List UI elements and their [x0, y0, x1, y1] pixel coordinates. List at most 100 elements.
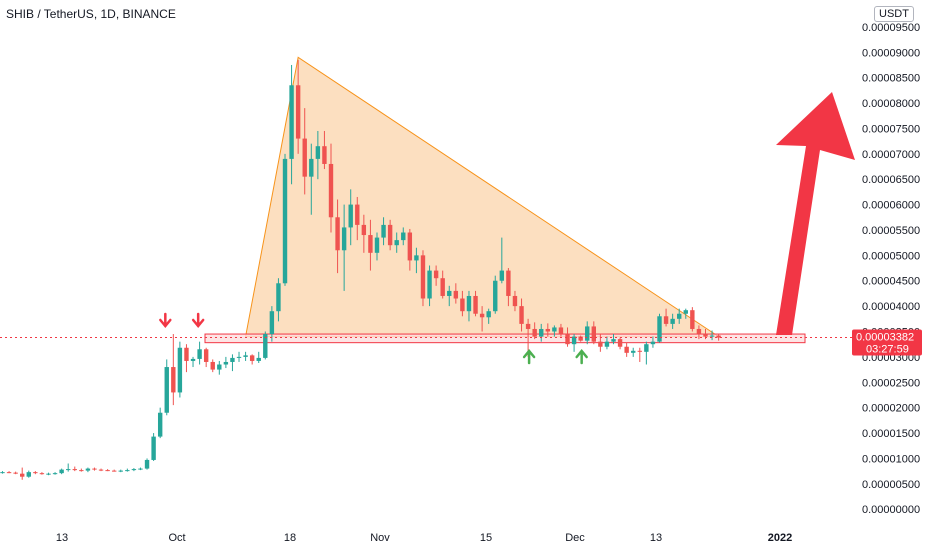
candle-body	[545, 328, 551, 332]
y-tick-label: 0.00006000	[862, 200, 920, 212]
candle-body	[210, 361, 215, 370]
candle-body	[657, 316, 662, 342]
y-tick-label: 0.00009000	[862, 47, 920, 59]
candle-body	[230, 357, 235, 362]
candle-body	[92, 468, 97, 470]
x-tick-label: Oct	[168, 532, 185, 544]
y-tick-label: 0.00000000	[862, 504, 920, 516]
price-label: 0.00003382 03:27:59	[0, 329, 922, 356]
candle-body	[591, 326, 596, 342]
candle-body	[66, 469, 71, 471]
candle-body	[598, 341, 603, 347]
price-box	[852, 329, 922, 356]
candle-body	[703, 334, 708, 337]
candle-body	[26, 472, 31, 477]
candle-body	[59, 469, 64, 474]
candle-body	[13, 472, 18, 474]
candle-body	[440, 278, 445, 296]
candle-body	[85, 468, 91, 471]
candle-body	[309, 158, 314, 177]
candle-body	[52, 473, 58, 475]
candle-body	[217, 364, 222, 370]
candle-body	[256, 357, 261, 361]
breakout-arrow-shape	[776, 92, 855, 335]
candle-body	[585, 326, 590, 341]
candle-body	[525, 323, 531, 329]
candle-body	[381, 224, 386, 238]
candle-body	[506, 270, 511, 296]
y-tick-label: 0.00002000	[862, 403, 920, 415]
candle-body	[289, 85, 294, 159]
candle-body	[683, 310, 688, 314]
candle-body	[79, 470, 84, 472]
candle-body	[98, 469, 104, 471]
y-tick-label: 0.00004500	[862, 276, 920, 288]
y-tick-label: 0.00001500	[862, 428, 920, 440]
candle-body	[460, 298, 465, 312]
candle-body	[118, 470, 123, 472]
down-arrow-icon	[191, 312, 205, 328]
chart-title: SHIB / TetherUS, 1D, BINANCE	[6, 7, 176, 21]
candle-body	[276, 283, 281, 312]
y-tick-label: 0.00008000	[862, 98, 920, 110]
candle-body	[433, 270, 439, 279]
candle-body	[414, 255, 419, 261]
candle-body	[407, 232, 413, 261]
y-tick-label: 0.00007000	[862, 149, 920, 161]
y-tick-label: 0.00007500	[862, 123, 920, 135]
x-tick-label: Dec	[565, 532, 585, 544]
candle-body	[184, 347, 189, 361]
candle-body	[670, 318, 675, 324]
candle-body	[157, 412, 163, 437]
candle-body	[203, 349, 209, 362]
candle-body	[131, 469, 137, 471]
candle-body	[453, 290, 459, 299]
candle-body	[709, 335, 715, 337]
currency-button[interactable]: USDT	[874, 6, 914, 22]
candle-body	[295, 85, 301, 139]
price-axis[interactable]: 0.00000000 0.00000500 0.00001000 0.00001500…	[862, 22, 920, 516]
candle-body	[637, 350, 642, 352]
y-tick-label: 0.00004000	[862, 301, 920, 313]
candle-body	[617, 339, 623, 347]
triangle-pattern	[244, 56, 721, 338]
candle-body	[571, 336, 577, 345]
candle-body	[716, 335, 721, 338]
up-arrow-icon	[522, 349, 536, 365]
candle-body	[177, 347, 183, 393]
candle-body	[493, 280, 498, 312]
candle-body	[39, 473, 45, 475]
candle-body	[624, 346, 629, 353]
candle-body	[374, 237, 380, 253]
candle-body	[473, 295, 478, 314]
time-axis[interactable]: 13 Oct 18 Nov 15 Dec 13 2022	[56, 532, 792, 544]
candle-body	[20, 473, 25, 477]
candle-body	[190, 358, 196, 361]
y-tick-label: 0.00000500	[862, 479, 920, 491]
candle-body	[335, 217, 340, 251]
candle-body	[486, 311, 491, 318]
y-tick-label: 0.00009500	[862, 22, 920, 34]
y-tick-label: 0.00005500	[862, 225, 920, 237]
candle-body	[144, 459, 150, 469]
candle-body	[650, 341, 656, 345]
candle-body	[223, 361, 229, 365]
candle-body	[164, 367, 169, 413]
candle-body	[690, 310, 695, 329]
support-zone-rect	[204, 333, 806, 344]
candle-body	[72, 469, 77, 471]
candle-body	[197, 349, 202, 359]
x-tick-label: 13	[650, 532, 662, 544]
x-tick-label: 13	[56, 532, 68, 544]
y-tick-label: 0.00005000	[862, 250, 920, 262]
candle-body	[46, 473, 51, 475]
candle-body	[151, 436, 156, 460]
candle-body	[512, 295, 518, 307]
down-arrow-icon	[159, 312, 172, 328]
candle-body	[578, 336, 583, 341]
candle-body	[558, 327, 564, 335]
candle-body	[282, 158, 288, 284]
candle-body	[269, 311, 275, 335]
candle-body	[355, 204, 360, 225]
